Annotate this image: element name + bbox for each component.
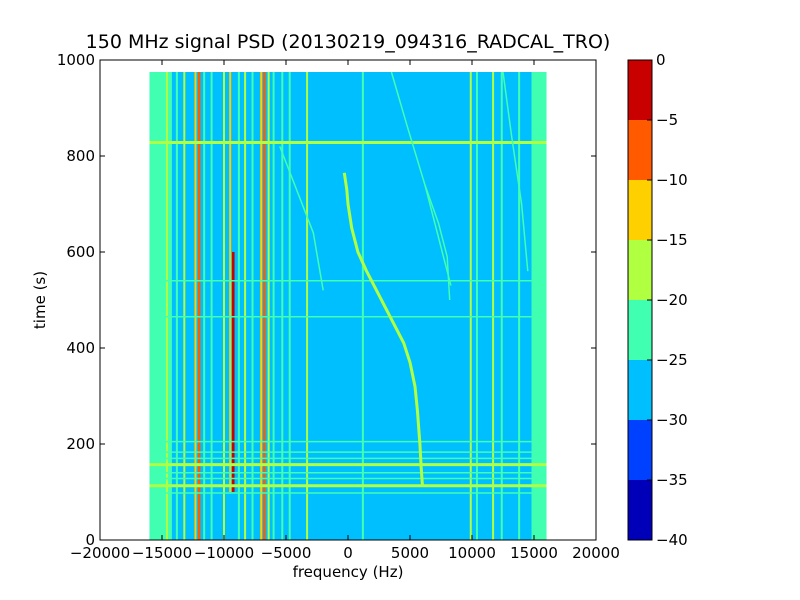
colorbar-tick-label: −10 [656,171,688,189]
psd-background-field [149,72,547,540]
track-layer [279,71,529,485]
colorbar-segment [628,240,652,300]
signal-track [279,146,324,291]
edge-band [531,72,547,540]
colorbar-segment [628,180,652,240]
background-layer [149,72,547,540]
y-axis: 0 200 400 600 800 1000 [57,51,596,549]
colorbar-tick-label: 0 [656,51,666,69]
vertical-line-layer [158,72,521,540]
chart-title: 150 MHz signal PSD (20130219_094316_RADC… [86,31,611,53]
x-tick-label: 0 [343,544,353,562]
y-axis-label: time (s) [31,271,49,329]
colorbar-segment [628,360,652,420]
colorbar-tick-label: −25 [656,351,688,369]
x-tick-label: 20000 [572,544,620,562]
x-tick-label: −10000 [194,544,254,562]
horizontal-line-layer [149,141,547,494]
y-tick-label: 0 [85,531,95,549]
signal-track [342,172,424,485]
colorbar-tick-label: −40 [656,531,688,549]
y-tick-label: 200 [66,435,95,453]
plot-area [149,71,547,540]
signal-track [502,71,529,272]
colorbar-tick-label: −35 [656,471,688,489]
colorbar: −40 −35 −30 −25 −20 −15 −10 −5 0 [627,51,688,549]
colorbar-tick-label: −15 [656,231,688,249]
y-tick-label: 400 [66,339,95,357]
x-axis-label: frequency (Hz) [293,563,404,581]
x-tick-label: −15000 [132,544,192,562]
x-tick-label: −20000 [70,544,130,562]
colorbar-tick-label: −20 [656,291,688,309]
colorbar-segment [628,120,652,180]
colorbar-tick-label: −5 [656,111,678,129]
y-tick-label: 1000 [57,51,95,69]
signal-track [424,184,451,301]
x-tick-label: 10000 [448,544,496,562]
colorbar-segment [628,420,652,480]
signal-track [390,71,452,286]
colorbar-segment [628,300,652,360]
colorbar-segment [628,60,652,120]
x-tick-label: −5000 [261,544,312,562]
colorbar-tick-label: −30 [656,411,688,429]
x-tick-label: 15000 [510,544,558,562]
y-tick-label: 600 [66,243,95,261]
x-tick-label: 5000 [391,544,429,562]
x-axis: −20000 −15000 −10000 −5000 0 5000 10000 15000 20… [70,60,620,562]
colorbar-segment [628,480,652,540]
y-tick-label: 800 [66,147,95,165]
